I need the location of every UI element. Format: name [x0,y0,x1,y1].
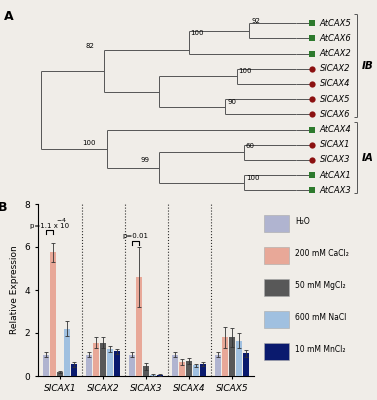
Text: SlCAX4: SlCAX4 [320,80,350,88]
Text: AtCAX2: AtCAX2 [320,49,351,58]
Text: AtCAX5: AtCAX5 [320,19,351,28]
Bar [200,364,206,376]
Text: 10 mM MnCl₂: 10 mM MnCl₂ [296,346,346,354]
Bar [193,365,199,376]
Text: 90: 90 [227,98,236,104]
Bar [186,361,192,376]
Text: 82: 82 [86,43,94,49]
Bar [64,329,70,376]
Bar [264,215,289,232]
Bar [264,343,289,360]
Text: SlCAX3: SlCAX3 [320,156,350,164]
Text: 100: 100 [83,140,96,146]
Bar [114,351,120,376]
Bar [93,343,99,376]
Bar [71,364,77,376]
Text: $\mathregular{-4}$: $\mathregular{-4}$ [56,216,67,224]
Bar [264,279,289,296]
Text: SlCAX1: SlCAX1 [320,140,350,149]
Bar [143,366,149,376]
Bar [179,362,185,376]
Text: AtCAX1: AtCAX1 [320,171,351,180]
Y-axis label: Relative Expression: Relative Expression [10,246,19,334]
Text: 100: 100 [238,68,252,74]
Text: H₂O: H₂O [296,218,310,226]
Text: p=0.01: p=0.01 [123,234,149,240]
Text: 100: 100 [246,174,259,180]
Bar [107,349,113,376]
Text: AtCAX3: AtCAX3 [320,186,351,195]
Bar [264,311,289,328]
Bar [264,247,289,264]
Text: p=1.1 x 10: p=1.1 x 10 [30,223,69,229]
Text: SlCAX2: SlCAX2 [320,64,350,73]
Text: 100: 100 [190,30,204,36]
Bar [215,354,221,376]
Bar [150,375,156,376]
Bar [57,372,63,376]
Text: 200 mM CaCl₂: 200 mM CaCl₂ [296,250,349,258]
Text: 600 mM NaCl: 600 mM NaCl [296,314,347,322]
Text: IA: IA [362,154,374,164]
Text: A: A [4,10,14,23]
Bar [172,354,178,376]
Text: SlCAX6: SlCAX6 [320,110,350,119]
Text: 60: 60 [246,143,255,148]
Text: AtCAX4: AtCAX4 [320,125,351,134]
Text: IB: IB [362,61,374,71]
Bar [136,277,142,376]
Bar [243,354,250,376]
Bar [229,337,235,376]
Bar [236,340,242,376]
Bar [157,375,163,376]
Bar [43,354,49,376]
Text: AtCAX6: AtCAX6 [320,34,351,43]
Bar [129,354,135,376]
Bar [100,343,106,376]
Text: 50 mM MgCl₂: 50 mM MgCl₂ [296,282,346,290]
Text: B: B [0,200,7,214]
Bar [50,252,56,376]
Bar [86,354,92,376]
Text: SlCAX5: SlCAX5 [320,95,350,104]
Bar [222,337,228,376]
Text: 92: 92 [251,18,260,24]
Text: 99: 99 [141,157,150,163]
